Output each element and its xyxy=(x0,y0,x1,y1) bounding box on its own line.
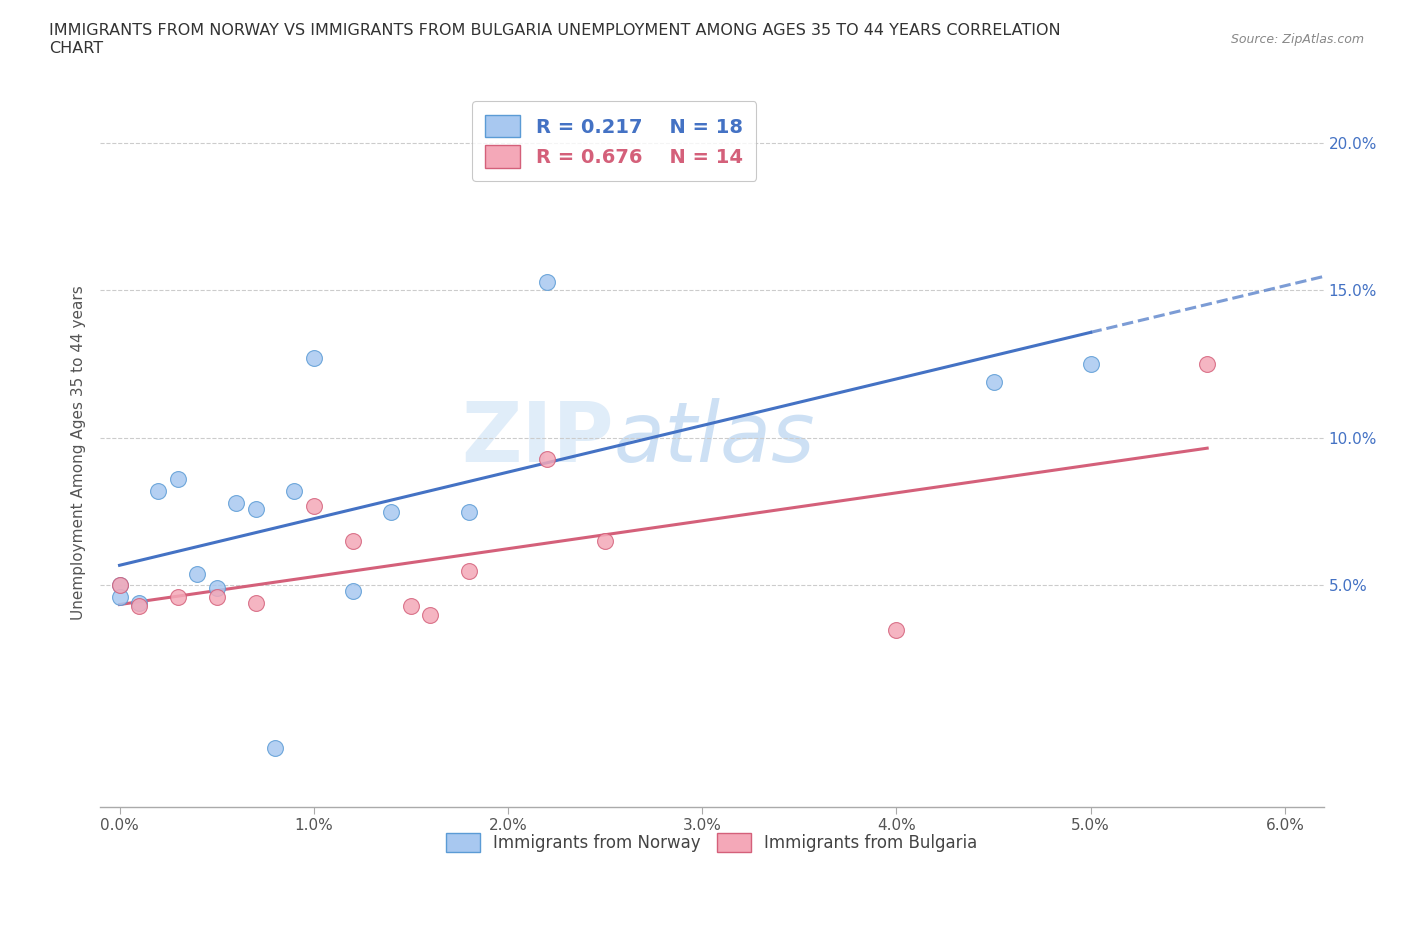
Point xyxy=(1197,357,1219,372)
Point xyxy=(302,498,325,513)
Point xyxy=(108,578,131,592)
Point xyxy=(536,274,558,289)
Point xyxy=(166,472,188,486)
Point xyxy=(108,578,131,592)
Text: atlas: atlas xyxy=(614,398,815,479)
Point xyxy=(1080,357,1102,372)
Text: Source: ZipAtlas.com: Source: ZipAtlas.com xyxy=(1230,33,1364,46)
Y-axis label: Unemployment Among Ages 35 to 44 years: Unemployment Among Ages 35 to 44 years xyxy=(72,286,86,620)
Point xyxy=(419,607,441,622)
Point xyxy=(399,599,422,614)
Point xyxy=(148,484,170,498)
Point xyxy=(458,564,481,578)
Point xyxy=(342,584,364,599)
Point xyxy=(283,484,305,498)
Point xyxy=(205,590,228,604)
Point xyxy=(128,596,150,611)
Point xyxy=(128,599,150,614)
Point xyxy=(458,504,481,519)
Legend: Immigrants from Norway, Immigrants from Bulgaria: Immigrants from Norway, Immigrants from … xyxy=(440,826,984,858)
Point xyxy=(342,534,364,549)
Point xyxy=(245,596,267,611)
Point xyxy=(245,501,267,516)
Point xyxy=(166,590,188,604)
Point xyxy=(264,740,287,755)
Point xyxy=(108,590,131,604)
Point xyxy=(225,496,247,511)
Text: IMMIGRANTS FROM NORWAY VS IMMIGRANTS FROM BULGARIA UNEMPLOYMENT AMONG AGES 35 TO: IMMIGRANTS FROM NORWAY VS IMMIGRANTS FRO… xyxy=(49,23,1062,56)
Point xyxy=(186,566,208,581)
Point xyxy=(380,504,402,519)
Point xyxy=(886,622,908,637)
Point xyxy=(536,451,558,466)
Point xyxy=(205,581,228,596)
Point xyxy=(302,351,325,365)
Text: ZIP: ZIP xyxy=(461,398,614,479)
Point xyxy=(983,375,1005,390)
Point xyxy=(593,534,616,549)
